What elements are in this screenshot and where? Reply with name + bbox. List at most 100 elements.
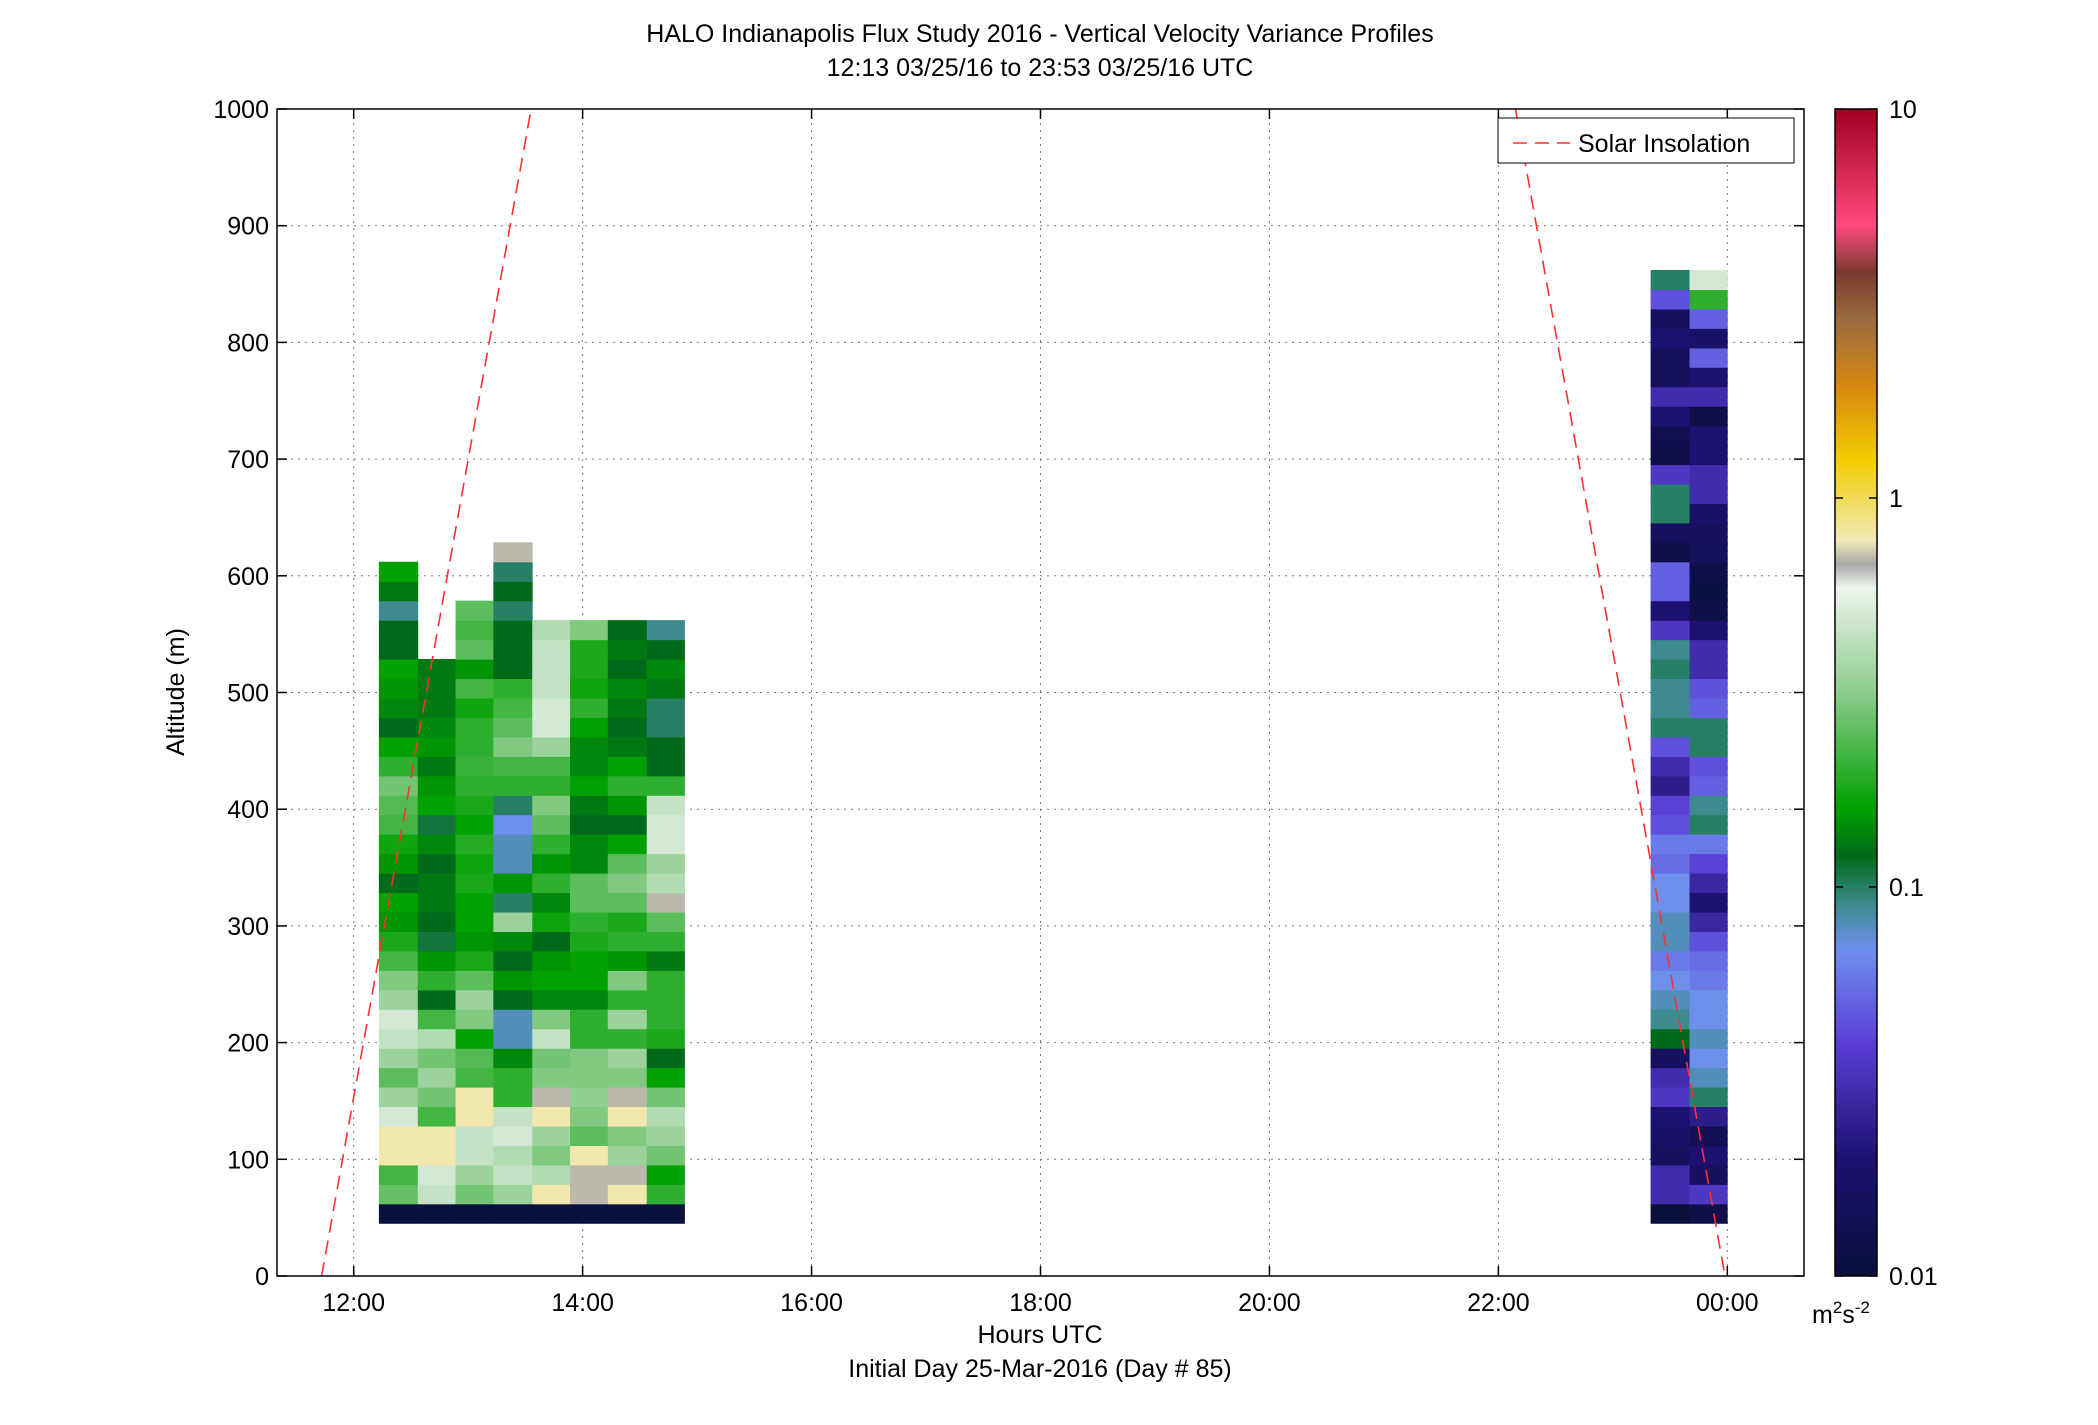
heatmap-cell [646, 1164, 685, 1185]
heatmap-cell [646, 736, 685, 757]
heatmap-cell [455, 970, 494, 991]
heatmap-cell [1689, 873, 1728, 894]
heatmap-cell [532, 989, 571, 1010]
heatmap-cell [570, 795, 609, 816]
y-tick-label: 900 [227, 213, 269, 241]
heatmap-cell [378, 1009, 419, 1030]
heatmap-cell [607, 931, 648, 952]
heatmap-cell [493, 1125, 533, 1146]
heatmap-cell [570, 873, 609, 894]
y-axis: 0 100 200 300 400 500 600 700 800 900 1000 [213, 96, 1804, 1291]
heatmap-cell [455, 736, 494, 757]
heatmap-cell [493, 1087, 533, 1108]
heatmap-cell [1650, 561, 1690, 582]
heatmap-cell [417, 834, 456, 855]
heatmap-cell [1689, 308, 1728, 329]
heatmap-cell [417, 873, 456, 894]
heatmap-cell [1650, 795, 1690, 816]
heatmap-cell [455, 853, 494, 874]
heatmap-cell [455, 950, 494, 971]
heatmap-cell [493, 911, 533, 932]
heatmap-cell [417, 697, 456, 718]
heatmap-cell [455, 775, 494, 796]
x-tick-label: 14:00 [551, 1289, 614, 1317]
heatmap-cell [646, 795, 685, 816]
heatmap-cell [1650, 1048, 1690, 1069]
x-tick-label: 22:00 [1467, 1289, 1530, 1317]
heatmap-cell [1650, 1067, 1690, 1088]
heatmap-cell [1689, 1164, 1728, 1185]
heatmap-cell [417, 775, 456, 796]
heatmap-cell [1650, 464, 1690, 485]
heatmap-cell [455, 1028, 494, 1049]
heatmap-cell [607, 834, 648, 855]
heatmap-cell [1650, 697, 1690, 718]
heatmap-cell [1689, 814, 1728, 835]
heatmap-cell [1650, 1028, 1690, 1049]
heatmap-cell [532, 892, 571, 913]
heatmap-cell [532, 659, 571, 680]
heatmap-cell [607, 620, 648, 641]
heatmap-cell [570, 970, 609, 991]
x-tick-label: 12:00 [322, 1289, 385, 1317]
heatmap-cell [607, 775, 648, 796]
heatmap-cell [570, 1028, 609, 1049]
heatmap-cell [532, 620, 571, 641]
heatmap-cell [378, 911, 419, 932]
heatmap-cell [1650, 445, 1690, 466]
heatmap-cell [1689, 639, 1728, 660]
heatmap-cell [455, 678, 494, 699]
heatmap-cell [1689, 931, 1728, 952]
heatmap-cell [417, 678, 456, 699]
heatmap-cell [1689, 1145, 1728, 1166]
heatmap-cell [532, 1164, 571, 1185]
heatmap-cell [570, 1164, 609, 1185]
heatmap-cell [1689, 600, 1728, 621]
heatmap-cell [1689, 989, 1728, 1010]
heatmap-cell [646, 1203, 685, 1224]
heatmap-cell [493, 853, 533, 874]
heatmap-cell [455, 1145, 494, 1166]
heatmap-cell [532, 736, 571, 757]
heatmap-cell [646, 970, 685, 991]
heatmap-cell [417, 931, 456, 952]
colorbar-tick-label: 0.01 [1889, 1263, 1938, 1291]
heatmap-cell [1689, 581, 1728, 602]
heatmap-cell [455, 717, 494, 738]
heatmap-cell [1650, 581, 1690, 602]
heatmap-cell [532, 795, 571, 816]
heatmap-cell [1689, 1125, 1728, 1146]
heatmap-cell [532, 814, 571, 835]
heatmap-cell [646, 853, 685, 874]
heatmap-cell [1689, 445, 1728, 466]
heatmap-cell [1689, 756, 1728, 777]
heatmap-cell [1650, 970, 1690, 991]
heatmap-cell [1650, 1125, 1690, 1146]
heatmap-cell [1650, 1087, 1690, 1108]
heatmap-cell [378, 853, 419, 874]
heatmap-cell [1689, 269, 1728, 290]
heatmap-cell [1650, 1184, 1690, 1205]
heatmap-cell [493, 600, 533, 621]
x-tick-label: 16:00 [780, 1289, 843, 1317]
x-tick-label: 00:00 [1696, 1289, 1759, 1317]
heatmap-cell [455, 795, 494, 816]
heatmap-cell [1650, 1106, 1690, 1127]
y-tick-label: 1000 [213, 96, 269, 124]
heatmap-cell [417, 989, 456, 1010]
heatmap-cell [455, 1203, 494, 1224]
heatmap-cell [607, 1145, 648, 1166]
colorbar: 0.01 0.1 1 10 m2s-2 [1812, 96, 1938, 1329]
heatmap-cell [1650, 522, 1690, 543]
heatmap-cell [417, 892, 456, 913]
heatmap-cell [417, 795, 456, 816]
heatmap-cell [1650, 639, 1690, 660]
heatmap-cell [1689, 736, 1728, 757]
heatmap-cell [1650, 483, 1690, 504]
heatmap-cell [646, 1009, 685, 1030]
heatmap-cell [532, 1067, 571, 1088]
heatmap-cell [570, 834, 609, 855]
colorbar-unit: m2s-2 [1812, 1298, 1870, 1329]
heatmap-cell [455, 620, 494, 641]
heatmap-cell [1689, 795, 1728, 816]
